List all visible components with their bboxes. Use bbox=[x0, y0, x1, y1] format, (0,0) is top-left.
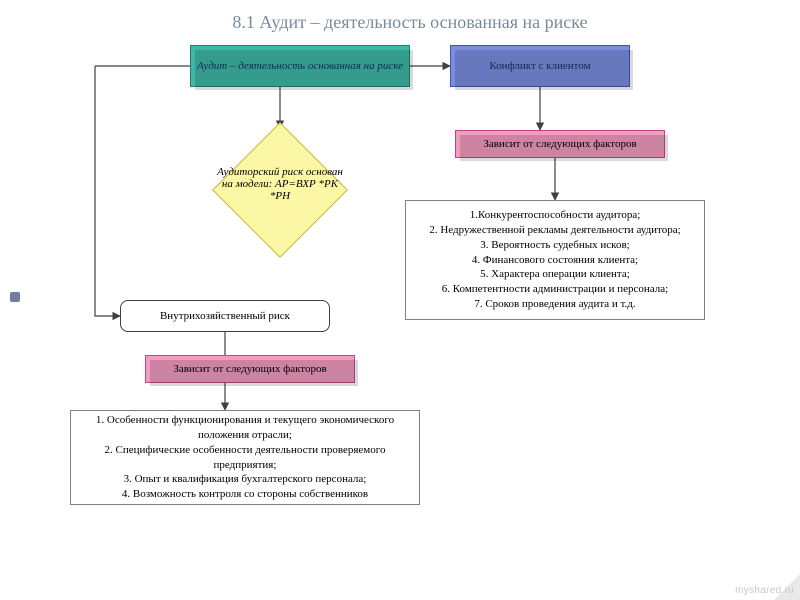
node-depends-top: Зависит от следующих факторов bbox=[455, 130, 665, 158]
node-inherent-risk: Внутрихозяйственный риск bbox=[120, 300, 330, 332]
node-depends-bottom-label: Зависит от следующих факторов bbox=[173, 363, 326, 375]
node-factor-list-bottom: 1. Особенности функционирования и текуще… bbox=[70, 410, 420, 505]
slide-title: 8.1 Аудит – деятельность основанная на р… bbox=[160, 12, 660, 33]
node-conflict: Конфликт с клиентом bbox=[450, 45, 630, 87]
node-inherent-risk-label: Внутрихозяйственный риск bbox=[160, 310, 290, 322]
node-audit-label: Аудит – деятельность основанная на риске bbox=[197, 60, 403, 72]
node-factor-list-top-text: 1.Конкурентоспособности аудитора; 2. Нед… bbox=[429, 208, 680, 312]
node-conflict-label: Конфликт с клиентом bbox=[489, 60, 590, 72]
node-factor-list-bottom-text: 1. Особенности функционирования и текуще… bbox=[96, 413, 394, 502]
node-depends-bottom: Зависит от следующих факторов bbox=[145, 355, 355, 383]
node-risk-model-label: Аудиторский риск основан на модели: АР=В… bbox=[212, 166, 348, 202]
watermark: myshared.ru bbox=[735, 585, 794, 596]
node-depends-top-label: Зависит от следующих факторов bbox=[483, 138, 636, 150]
node-factor-list-top: 1.Конкурентоспособности аудитора; 2. Нед… bbox=[405, 200, 705, 320]
node-audit: Аудит – деятельность основанная на риске bbox=[190, 45, 410, 87]
